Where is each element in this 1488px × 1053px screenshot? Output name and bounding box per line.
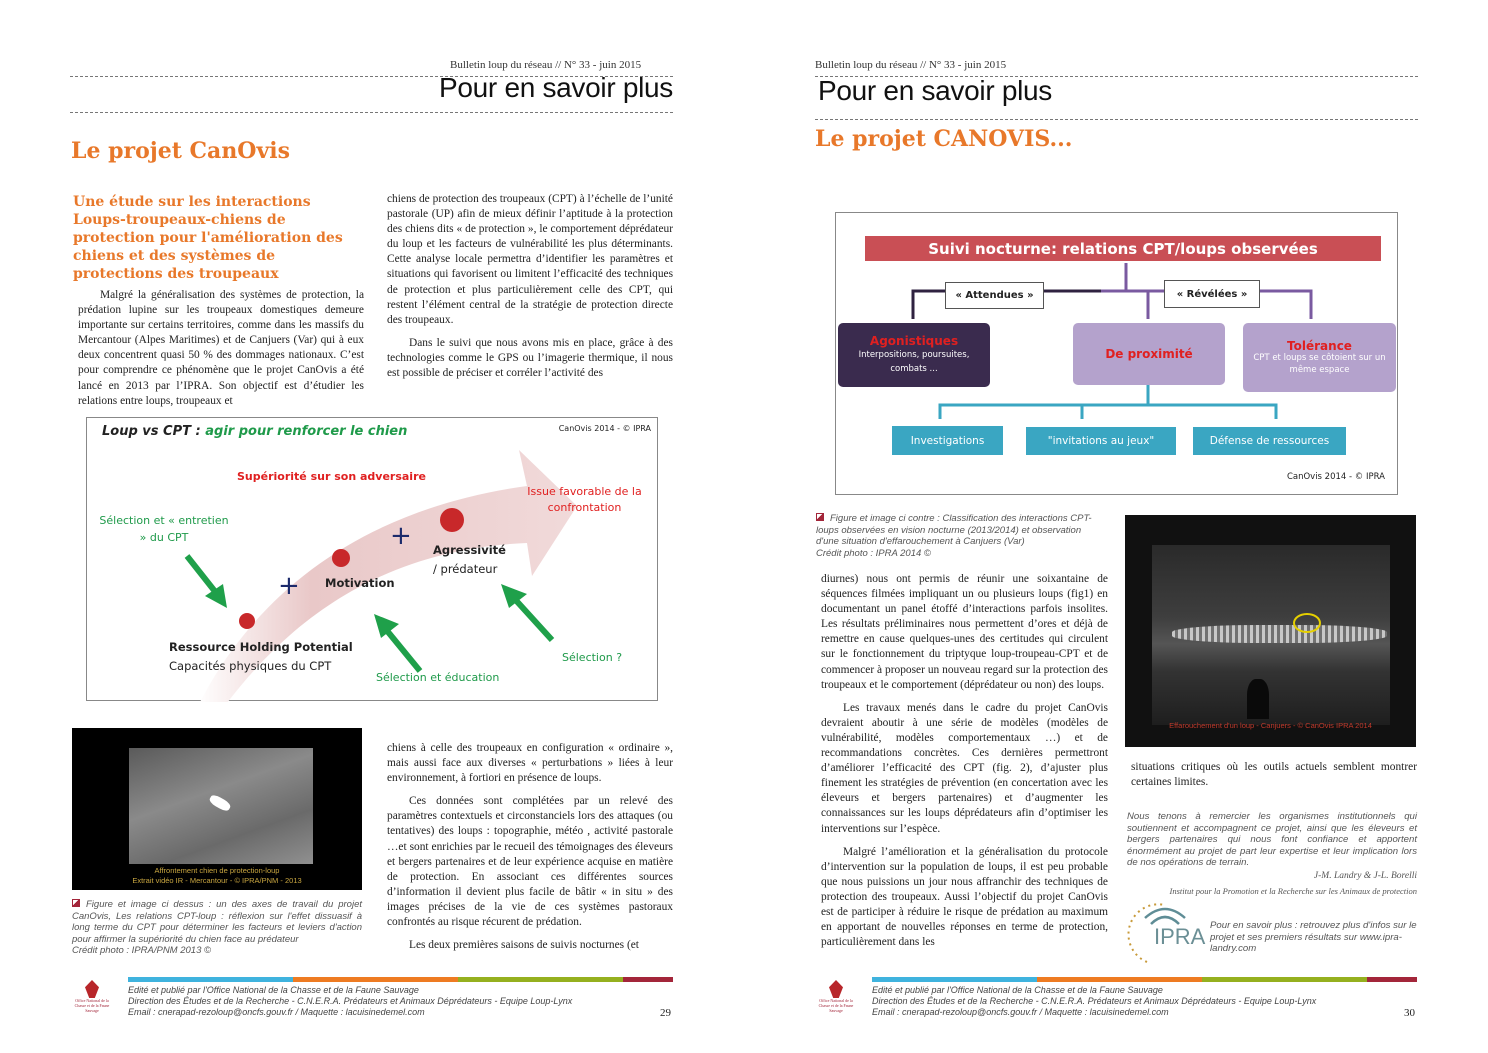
column-right-lower: chiens à celle des troupeaux en configur… <box>387 741 673 961</box>
label-selection-entretien: Sélection et « entretien » du CPT <box>99 514 229 544</box>
photo-caption: Affrontement chien de protection-loup Ext… <box>132 866 302 885</box>
paragraph: chiens de protection des troupeaux (CPT)… <box>387 193 673 326</box>
node-tolerance: Tolérance CPT et loups se côtoient sur un… <box>1243 323 1396 392</box>
node-invitations: "invitations au jeux" <box>1026 427 1176 455</box>
node-investigations: Investigations <box>892 426 1003 455</box>
section-heading: Pour en savoir plus <box>818 75 1052 106</box>
plus-icon: + <box>278 571 300 601</box>
node-defense: Défense de ressources <box>1193 427 1346 455</box>
person-silhouette <box>1247 679 1269 719</box>
dog-silhouette <box>207 793 233 813</box>
paragraph: diurnes) nous ont permis de réunir une s… <box>821 573 1108 691</box>
label-issue: Issue favorable de la confrontation <box>527 485 642 514</box>
thermal-image <box>129 748 313 864</box>
institute: Institut pour la Promotion et la Recherc… <box>1169 886 1417 896</box>
label-motivation: Motivation <box>325 576 395 590</box>
color-bar <box>128 977 674 982</box>
article-title: Le projet CANOVIS... <box>815 126 1073 152</box>
node-attendues: « Attendues » <box>945 282 1044 309</box>
label-agressivite: Agressivité <box>433 543 506 557</box>
figure-credit: CanOvis 2014 - © IPRA <box>558 424 651 433</box>
oncfs-logo: Office National de la Chasse et de la Fa… <box>72 980 112 1018</box>
more-info-link[interactable]: Pour en savoir plus : retrouvez plus d'i… <box>1210 920 1417 954</box>
figure-suivi-nocturne: Suivi nocturne: relations CPT/loups obse… <box>835 212 1398 495</box>
column-right: chiens de protection des troupeaux (CPT)… <box>387 192 673 389</box>
flock-silhouette <box>1172 625 1387 643</box>
dot-motivation <box>332 549 350 567</box>
diagram-title-banner: Suivi nocturne: relations CPT/loups obse… <box>865 236 1381 261</box>
divider <box>815 119 1418 120</box>
paragraph: Malgré la généralisation des systèmes de… <box>78 289 364 407</box>
label-superiorite: Supériorité sur son adversaire <box>237 470 426 483</box>
color-bar <box>872 977 1418 982</box>
arrow-graphic <box>184 450 577 702</box>
bulletin-header: Bulletin loup du réseau // N° 33 - juin … <box>815 59 1007 71</box>
diagram-credit: CanOvis 2014 - © IPRA <box>1286 472 1385 482</box>
column-left: Malgré la généralisation des systèmes de… <box>78 288 364 417</box>
article-subtitle: Une étude sur les interactions Loups-tro… <box>73 194 343 282</box>
node-revelees: « Révélées » <box>1164 280 1260 308</box>
authors: J-M. Landry & J-L. Borelli <box>1313 871 1417 881</box>
ipra-logo: IPRA <box>1125 900 1205 965</box>
photo-effarouchement: Effarouchement d'un loup - Canjuers - © … <box>1125 515 1416 747</box>
title-black: Loup vs CPT : <box>102 424 201 439</box>
footer-text: Edité et publié par l'Office National de… <box>128 985 573 1017</box>
page-number: 30 <box>1404 1007 1415 1019</box>
divider <box>70 76 673 77</box>
ipra-logo-arcs <box>1127 903 1186 963</box>
paragraph: Dans le suivi que nous avons mis en plac… <box>387 336 673 380</box>
curved-arrow <box>200 450 577 702</box>
page-number: 29 <box>660 1007 671 1019</box>
label-capacites: Capacités physiques du CPT <box>169 659 332 673</box>
dot-agressivite <box>440 508 464 532</box>
paragraph: Malgré l’amélioration et la généralisati… <box>821 845 1108 949</box>
green-arrows <box>184 554 555 673</box>
thermal-image <box>1152 545 1390 725</box>
bulletin-header: Bulletin loup du réseau // N° 33 - juin … <box>450 59 642 71</box>
divider <box>815 76 1418 77</box>
paragraph: Les travaux menés dans le cadre du proje… <box>821 701 1108 835</box>
figure-caption: Figure et image ci contre : Classificati… <box>816 513 1092 559</box>
label-predateur: / prédateur <box>433 562 498 576</box>
paragraph: situations critiques où les outils actue… <box>1131 761 1417 789</box>
column-right: situations critiques où les outils actue… <box>1131 760 1417 798</box>
photo-affrontement: Affrontement chien de protection-loup Ext… <box>72 728 362 890</box>
oncfs-logo: Office National de la Chasse et de la Fa… <box>816 980 856 1018</box>
label-selection-q: Sélection ? <box>562 651 623 664</box>
footer-text: Edité et publié par l'Office National de… <box>872 985 1317 1017</box>
dot-rhp <box>239 613 255 629</box>
wolf-highlight-circle <box>1293 613 1321 633</box>
node-agonistiques: Agonistiques Interpositions, poursuites, … <box>838 323 990 387</box>
column-left: diurnes) nous ont permis de réunir une s… <box>821 572 1108 958</box>
figure-loup-vs-cpt: Loup vs CPT : agir pour renforcer le chi… <box>86 417 658 702</box>
node-proximite: De proximité <box>1073 323 1225 385</box>
section-heading: Pour en savoir plus <box>439 72 673 103</box>
caption-marker-icon <box>816 513 824 521</box>
paragraph: Les deux premières saisons de suivis noc… <box>409 939 639 952</box>
caption-marker-icon <box>72 899 80 907</box>
paragraph: chiens à celle des troupeaux en configur… <box>387 742 673 785</box>
title-green: agir pour renforcer le chien <box>205 424 408 439</box>
photo-caption: Effarouchement d'un loup - Canjuers - © … <box>1169 721 1372 730</box>
label-rhp: Ressource Holding Potential <box>169 640 353 654</box>
paragraph: Ces données sont complétées par un relev… <box>387 795 673 929</box>
divider <box>70 112 673 113</box>
plus-icon: + <box>390 521 412 551</box>
figure-title: Loup vs CPT : agir pour renforcer le chi… <box>102 424 407 439</box>
article-title: Le projet CanOvis <box>71 138 291 164</box>
label-selection-education: Sélection et éducation <box>376 671 500 684</box>
acknowledgements: Nous tenons à remercier les organismes i… <box>1127 811 1417 868</box>
figure-caption: Figure et image ci dessus : un des axes … <box>72 899 362 956</box>
